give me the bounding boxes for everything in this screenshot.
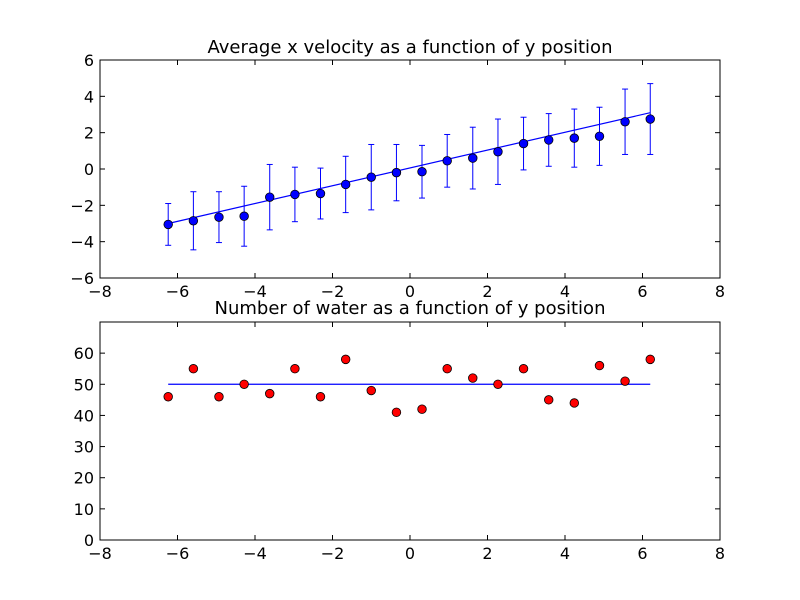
velocity-data-point	[290, 189, 300, 200]
velocity-data-point	[594, 131, 605, 142]
velocity-x-tick-label: −2	[321, 282, 345, 301]
velocity-x-tick-label: 2	[482, 282, 492, 301]
water-data-point	[493, 379, 503, 389]
velocity-data-point	[188, 216, 199, 226]
velocity-data-point	[340, 179, 351, 190]
water-chart-marks: −8 −6 −4 −2 0 2 4 6 8 0 10 20 30 40 50 60	[74, 322, 725, 563]
velocity-y-tick-label: 0	[84, 160, 94, 179]
water-y-tick-label: 50	[74, 375, 94, 394]
water-y-tick-label: 60	[74, 344, 94, 363]
water-data-point	[569, 398, 580, 408]
water-y-tick-label: 30	[74, 438, 94, 457]
water-data-point	[645, 354, 655, 365]
water-data-point	[594, 360, 605, 371]
water-x-tick-label: −2	[321, 544, 345, 563]
water-y-tick-label: 40	[74, 406, 94, 425]
water-y-tick-label: 0	[84, 531, 94, 550]
velocity-chart-plot-area	[99, 59, 721, 279]
water-x-tick-label: 6	[637, 544, 647, 563]
water-data-point	[163, 392, 173, 402]
velocity-fit-line	[168, 112, 651, 225]
water-x-tick-label: 4	[560, 544, 570, 563]
velocity-data-point	[163, 219, 173, 230]
velocity-x-tick-label: −6	[166, 282, 190, 301]
velocity-x-tick-label: 6	[637, 282, 647, 301]
velocity-y-tick-label: −2	[70, 196, 94, 215]
water-data-point	[391, 407, 402, 418]
velocity-data-point	[366, 172, 376, 182]
velocity-x-tick-label: −4	[243, 282, 267, 301]
water-y-tick-label: 10	[74, 500, 94, 519]
water-data-point	[366, 385, 376, 396]
velocity-data-point	[569, 133, 580, 143]
velocity-data-point	[315, 188, 326, 199]
water-x-tick-label: −6	[166, 544, 190, 563]
water-data-point	[620, 376, 630, 386]
velocity-y-tick-label: 4	[84, 87, 94, 106]
velocity-data-point	[645, 114, 655, 124]
velocity-x-tick-label: −8	[88, 282, 112, 301]
velocity-data-point	[265, 192, 275, 202]
velocity-data-point	[620, 117, 630, 127]
water-chart-title: Number of water as a function of y posit…	[215, 298, 606, 319]
water-x-tick-label: −4	[243, 544, 267, 563]
velocity-data-point	[417, 167, 427, 177]
water-x-tick-label: 8	[715, 544, 725, 563]
velocity-data-point	[493, 147, 503, 157]
velocity-data-point	[442, 156, 452, 166]
water-y-tick-label: 20	[74, 469, 94, 488]
water-chart-plot-area	[99, 321, 721, 541]
velocity-y-tick-label: −6	[70, 269, 94, 288]
velocity-data-point	[391, 167, 402, 178]
water-data-point	[442, 364, 452, 374]
velocity-data-point	[214, 212, 224, 222]
velocity-x-tick-label: 4	[560, 282, 570, 301]
water-data-point	[265, 388, 275, 399]
velocity-y-tick-label: 2	[84, 124, 94, 143]
water-chart-panel: Number of water as a function of y posit…	[74, 298, 725, 563]
water-data-point	[315, 392, 326, 402]
velocity-data-point	[518, 138, 529, 149]
velocity-data-point	[468, 153, 478, 163]
velocity-y-tick-label: 6	[84, 51, 94, 70]
water-data-point	[518, 364, 529, 374]
water-data-point	[239, 379, 249, 389]
water-data-point	[340, 354, 351, 365]
water-x-tick-label: 2	[482, 544, 492, 563]
velocity-chart-panel: Average x velocity as a function of y po…	[70, 37, 725, 301]
velocity-x-tick-label: 0	[405, 282, 415, 301]
water-x-tick-label: −8	[88, 544, 112, 563]
water-data-point	[468, 373, 478, 383]
water-data-point	[188, 364, 199, 374]
water-data-point	[214, 392, 224, 402]
water-data-point	[544, 395, 554, 405]
velocity-y-tick-label: −4	[70, 233, 94, 252]
velocity-data-point	[544, 135, 554, 145]
velocity-data-point	[239, 211, 249, 221]
water-data-point	[417, 404, 427, 414]
water-data-point	[290, 364, 300, 374]
water-x-tick-label: 0	[405, 544, 415, 563]
velocity-x-tick-label: 8	[715, 282, 725, 301]
velocity-chart-title: Average x velocity as a function of y po…	[208, 37, 613, 58]
